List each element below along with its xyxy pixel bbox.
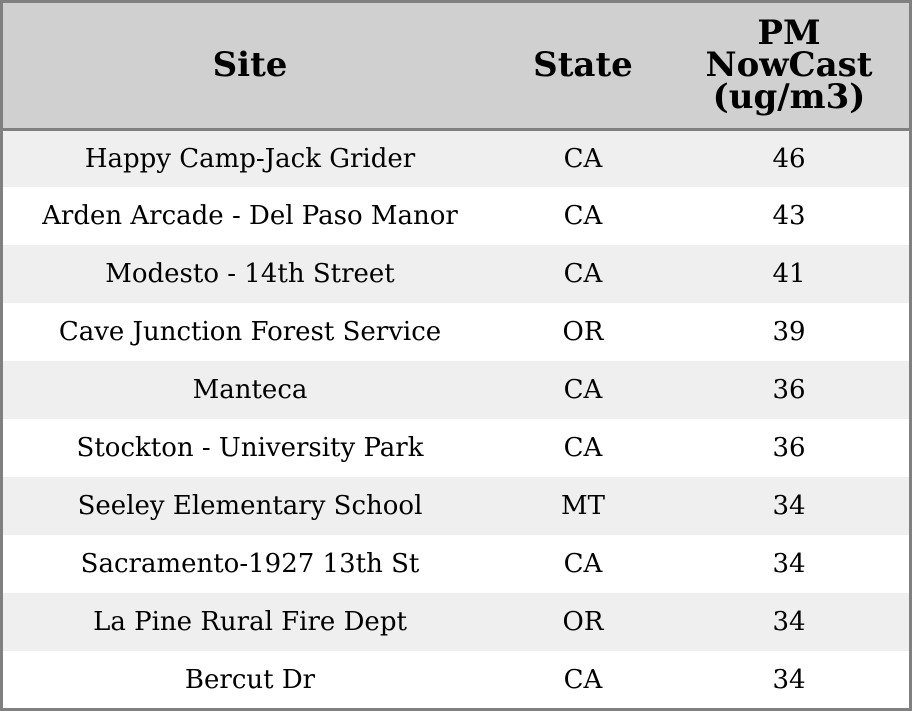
table-row: La Pine Rural Fire Dept OR 34 xyxy=(3,593,909,651)
cell-state: OR xyxy=(562,317,604,347)
cell-site: Cave Junction Forest Service xyxy=(58,317,442,347)
cell-pm-nowcast: 34 xyxy=(772,607,806,637)
header-pm-nowcast: PM NowCast (ug/m3) xyxy=(669,3,909,131)
header-pm-line-2: NowCast xyxy=(705,45,873,86)
cell-state: MT xyxy=(561,491,605,521)
cell-pm-nowcast: 41 xyxy=(772,259,806,289)
table-row: Modesto - 14th Street CA 41 xyxy=(3,245,909,303)
cell-site: Modesto - 14th Street xyxy=(105,259,395,289)
cell-site: Stockton - University Park xyxy=(76,433,424,463)
table-row: Cave Junction Forest Service OR 39 xyxy=(3,303,909,361)
table-row: Manteca CA 36 xyxy=(3,361,909,419)
table-row: Bercut Dr CA 34 xyxy=(3,651,909,708)
cell-state: CA xyxy=(563,143,603,174)
cell-state: CA xyxy=(563,665,603,695)
table-row: Arden Arcade - Del Paso Manor CA 43 xyxy=(3,187,909,245)
cell-site: Manteca xyxy=(192,375,308,405)
cell-site: La Pine Rural Fire Dept xyxy=(93,607,407,637)
cell-pm-nowcast: 46 xyxy=(772,143,806,174)
table-row: Seeley Elementary School MT 34 xyxy=(3,477,909,535)
header-state: State xyxy=(497,3,669,131)
table-row: Happy Camp-Jack Grider CA 46 xyxy=(3,129,909,187)
cell-site: Seeley Elementary School xyxy=(77,491,423,521)
cell-pm-nowcast: 36 xyxy=(772,433,806,463)
cell-pm-nowcast: 34 xyxy=(772,665,806,695)
table-row: Sacramento-1927 13th St CA 34 xyxy=(3,535,909,593)
cell-state: CA xyxy=(563,549,603,579)
cell-state: CA xyxy=(563,259,603,289)
table-header: Site State PM NowCast (ug/m3) xyxy=(3,3,909,131)
pm-nowcast-table: Site State PM NowCast (ug/m3) Happy Camp… xyxy=(3,3,909,708)
cell-state: OR xyxy=(562,607,604,637)
cell-site: Happy Camp-Jack Grider xyxy=(84,143,416,174)
cell-state: CA xyxy=(563,433,603,463)
header-pm-line-3: (ug/m3) xyxy=(712,77,866,118)
table-body: Happy Camp-Jack Grider CA 46 Arden Arcade -… xyxy=(3,129,909,708)
cell-pm-nowcast: 36 xyxy=(772,375,806,405)
table-row: Stockton - University Park CA 36 xyxy=(3,419,909,477)
cell-site: Sacramento-1927 13th St xyxy=(80,549,420,579)
cell-pm-nowcast: 43 xyxy=(772,201,806,231)
header-row: Site State PM NowCast (ug/m3) xyxy=(3,3,909,131)
header-pm-line-1: PM xyxy=(757,13,821,54)
cell-site: Arden Arcade - Del Paso Manor xyxy=(42,201,458,231)
cell-pm-nowcast: 39 xyxy=(772,317,806,347)
cell-state: CA xyxy=(563,201,603,231)
cell-pm-nowcast: 34 xyxy=(772,549,806,579)
header-site: Site xyxy=(3,3,497,131)
cell-pm-nowcast: 34 xyxy=(772,491,806,521)
cell-state: CA xyxy=(563,375,603,405)
cell-site: Bercut Dr xyxy=(184,665,316,695)
